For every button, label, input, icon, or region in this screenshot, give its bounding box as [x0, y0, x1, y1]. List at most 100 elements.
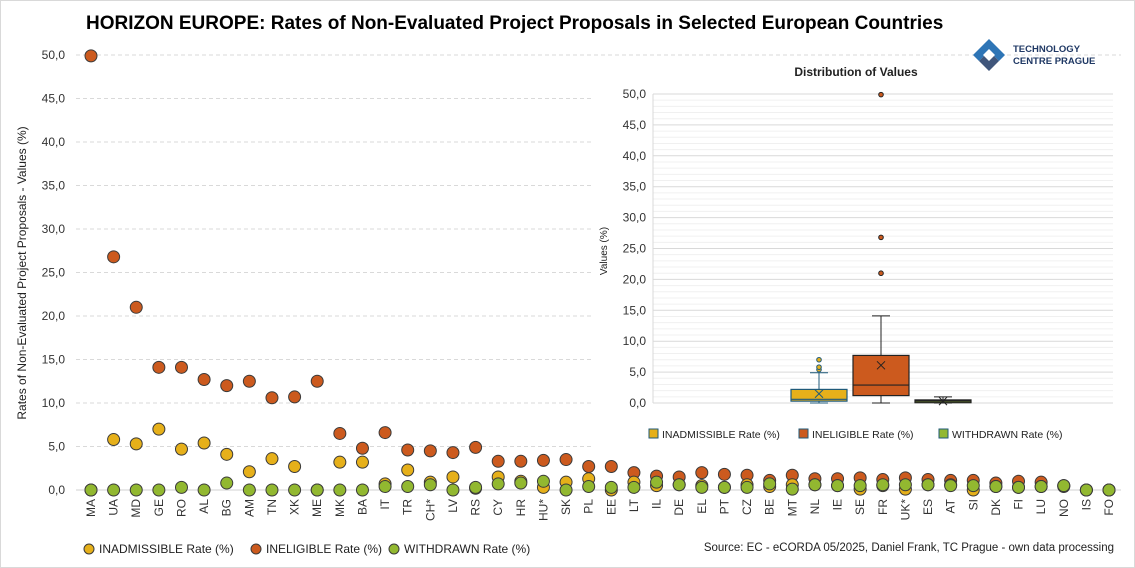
- x-tick-label: TN: [265, 499, 279, 515]
- point-withdrawn-PL: [582, 480, 596, 494]
- x-tick-label: BE: [763, 499, 777, 515]
- inset-title: Distribution of Values: [794, 65, 918, 79]
- x-tick-label: ES: [921, 499, 935, 515]
- legend-marker: [250, 543, 262, 555]
- point-withdrawn-HU*: [536, 474, 550, 488]
- inset-legend-label: WITHDRAWN Rate (%): [952, 429, 1062, 441]
- tc-prague-logo: TECHNOLOGY CENTRE PRAGUE: [971, 37, 1101, 73]
- point-ineligible-XK: [288, 390, 302, 404]
- point-ineligible-MA: [84, 49, 98, 63]
- x-tick-label: UK*: [898, 499, 912, 521]
- point-ineligible-HU*: [536, 453, 550, 467]
- point-ineligible-PT: [717, 467, 731, 481]
- point-withdrawn-BA: [355, 483, 369, 497]
- y-tick-label: 50,0: [42, 48, 66, 62]
- point-withdrawn-EE: [604, 480, 618, 494]
- point-withdrawn-ES: [921, 478, 935, 492]
- x-tick-label: EE: [604, 499, 618, 515]
- x-tick-label: MD: [129, 499, 143, 518]
- point-withdrawn-MA: [84, 483, 98, 497]
- point-ineligible-TR: [401, 443, 415, 457]
- x-tick-label: PL: [582, 499, 596, 514]
- y-tick-label: 40,0: [42, 135, 66, 149]
- x-tick-label: RS: [469, 499, 483, 516]
- logo-text-line1: TECHNOLOGY: [1013, 44, 1081, 55]
- x-tick-label: FI: [1012, 499, 1026, 510]
- inset-legend-label: INELIGIBLE Rate (%): [812, 429, 914, 441]
- x-tick-label: SE: [853, 499, 867, 515]
- box-mean-marker-ineligible: [876, 360, 886, 370]
- point-inadmissible-RO: [174, 442, 188, 456]
- point-inadmissible-MD: [129, 437, 143, 451]
- inset-y-tick-label: 40,0: [623, 149, 647, 163]
- x-tick-label: CY: [491, 499, 505, 516]
- x-tick-label: FR: [876, 499, 890, 515]
- point-withdrawn-GE: [152, 483, 166, 497]
- point-inadmissible-AM: [242, 465, 256, 479]
- point-ineligible-MD: [129, 300, 143, 314]
- point-withdrawn-TR: [401, 480, 415, 494]
- point-withdrawn-FI: [1012, 480, 1026, 494]
- x-tick-label: SI: [966, 499, 980, 510]
- x-tick-label: MT: [785, 498, 799, 516]
- x-tick-label: IL: [650, 499, 664, 509]
- y-tick-label: 0,0: [48, 483, 65, 497]
- point-ineligible-SK: [559, 453, 573, 467]
- inset-legend-marker: [798, 428, 809, 439]
- y-tick-label: 30,0: [42, 222, 66, 236]
- x-tick-label: GE: [152, 499, 166, 516]
- source-note: Source: EC - eCORDA 05/2025, Daniel Fran…: [703, 542, 1114, 554]
- point-withdrawn-UK*: [898, 478, 912, 492]
- inset-y-tick-label: 50,0: [623, 87, 647, 101]
- point-ineligible-GE: [152, 360, 166, 374]
- legend-label: WITHDRAWN Rate (%): [404, 542, 530, 556]
- box-outlier-inadmissible: [816, 356, 822, 363]
- point-withdrawn-LT: [627, 480, 641, 494]
- point-ineligible-UA: [107, 250, 121, 264]
- box-outlier-inadmissible: [816, 364, 822, 370]
- y-tick-label: 5,0: [48, 440, 65, 454]
- box-outlier-ineligible: [878, 270, 884, 277]
- logo-text-line2: CENTRE PRAGUE: [1013, 56, 1096, 67]
- point-withdrawn-LV: [446, 483, 460, 497]
- point-withdrawn-MK: [333, 483, 347, 497]
- point-withdrawn-PT: [717, 480, 731, 494]
- point-withdrawn-RO: [174, 480, 188, 494]
- x-tick-label: CZ: [740, 499, 754, 515]
- inset-legend-label: INADMISSIBLE Rate (%): [662, 429, 780, 441]
- box-mean-marker-withdrawn: [938, 396, 948, 406]
- legend-marker: [83, 543, 95, 555]
- point-ineligible-AM: [242, 374, 256, 388]
- chart-title: HORIZON EUROPE: Rates of Non-Evaluated P…: [86, 13, 944, 34]
- point-withdrawn-AL: [197, 483, 211, 497]
- x-tick-label: MA: [84, 499, 98, 517]
- point-ineligible-CH*: [423, 444, 437, 458]
- x-tick-label: XK: [288, 499, 302, 515]
- x-tick-label: AT: [944, 498, 958, 513]
- x-tick-label: IT: [378, 498, 392, 509]
- point-withdrawn-CY: [491, 477, 505, 491]
- point-withdrawn-TN: [265, 483, 279, 497]
- point-ineligible-LV: [446, 446, 460, 460]
- logo-icon: [973, 39, 1005, 71]
- point-withdrawn-EL: [695, 480, 709, 494]
- point-ineligible-IT: [378, 426, 392, 440]
- inset-y-tick-label: 10,0: [623, 334, 647, 348]
- point-withdrawn-AM: [242, 483, 256, 497]
- point-withdrawn-SE: [853, 479, 867, 493]
- inset-y-tick-label: 20,0: [623, 272, 647, 286]
- x-tick-label: PT: [717, 498, 731, 514]
- point-withdrawn-SI: [966, 479, 980, 493]
- point-inadmissible-UA: [107, 433, 121, 447]
- x-tick-label: IS: [1079, 499, 1093, 510]
- inset-y-tick-label: 0,0: [629, 396, 646, 410]
- x-tick-label: HU*: [536, 499, 550, 521]
- x-tick-label: IE: [831, 499, 845, 510]
- point-withdrawn-FO: [1102, 483, 1116, 497]
- x-tick-label: AM: [242, 499, 256, 517]
- point-inadmissible-LV: [446, 470, 460, 484]
- point-ineligible-PL: [582, 460, 596, 474]
- x-tick-label: SK: [559, 499, 573, 515]
- point-withdrawn-SK: [559, 483, 573, 497]
